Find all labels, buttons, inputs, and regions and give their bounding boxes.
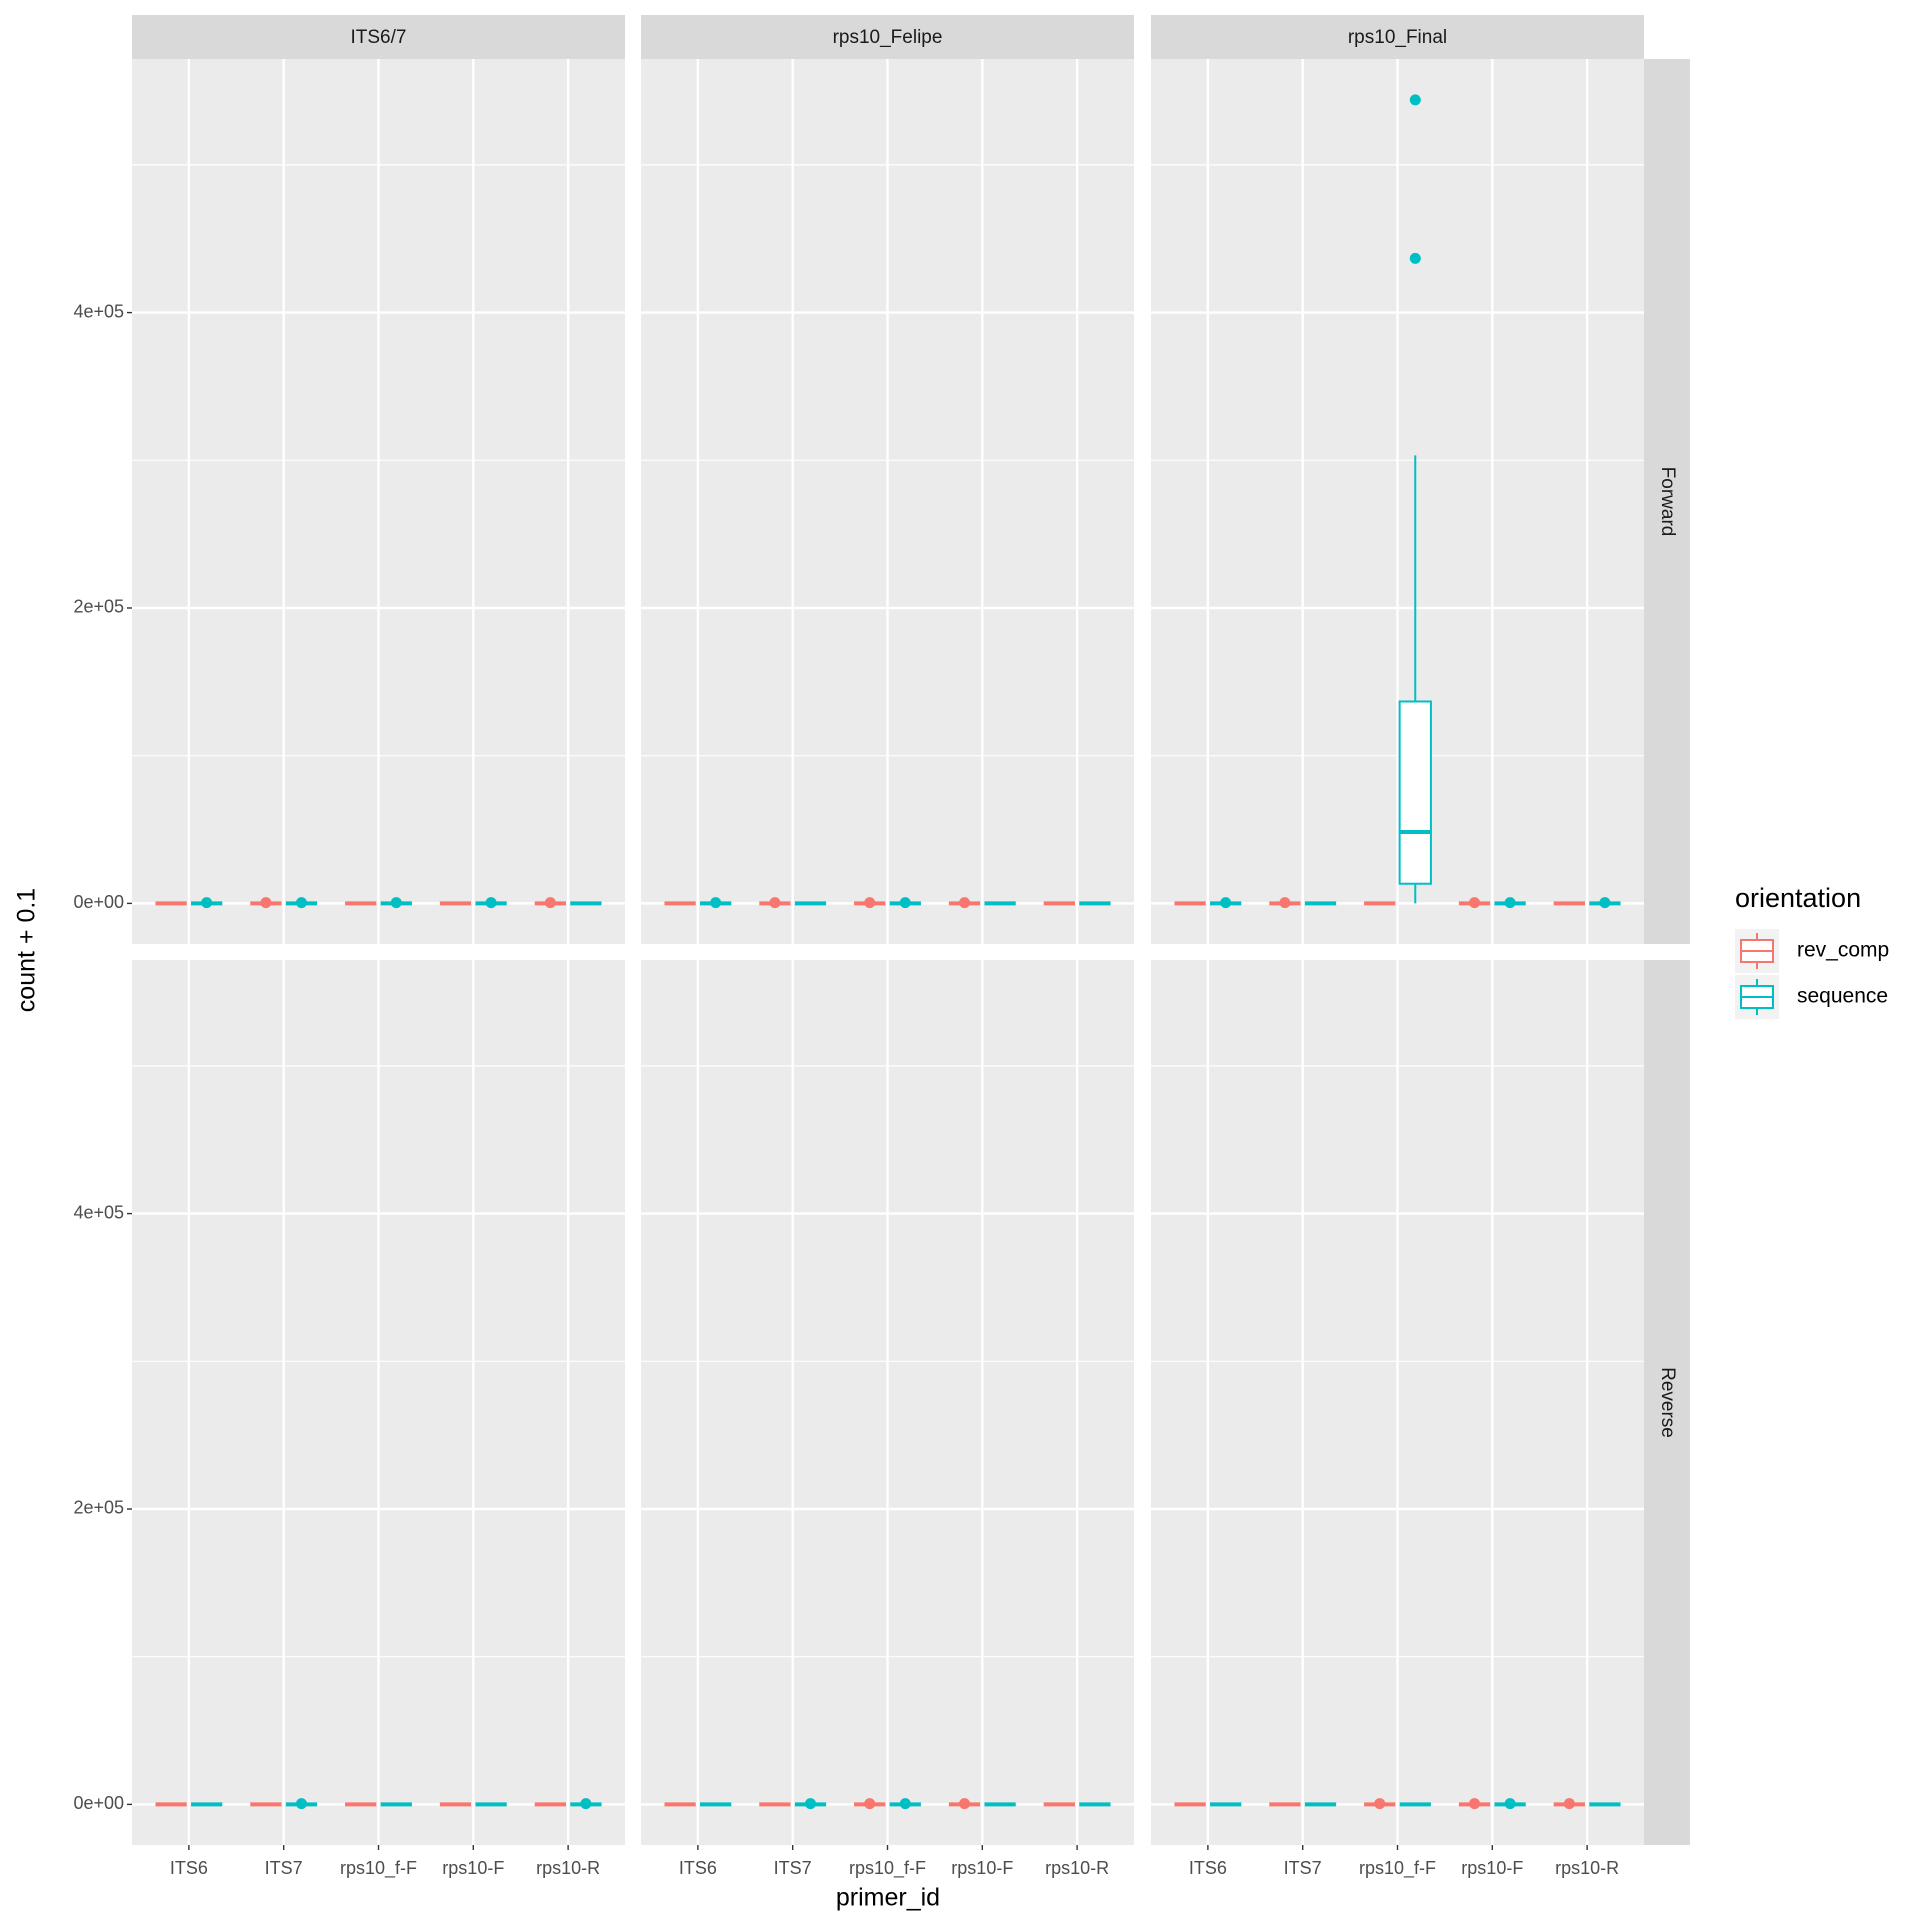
x-tick-label: rps10-F	[951, 1858, 1013, 1878]
outlier	[959, 1798, 971, 1810]
outlier	[295, 897, 307, 909]
y-axis-title: count + 0.1	[13, 888, 41, 1012]
legend-label: sequence	[1797, 985, 1888, 1008]
x-tick-label: rps10-F	[442, 1858, 504, 1878]
strip-background	[132, 15, 625, 59]
outlier	[1504, 897, 1516, 909]
x-tick-label: ITS6	[679, 1858, 717, 1878]
x-tick-label: rps10_f-F	[1359, 1858, 1436, 1879]
outlier	[1504, 1798, 1516, 1810]
box	[1398, 700, 1432, 885]
outlier	[1469, 897, 1481, 909]
x-axis-title: primer_id	[836, 1884, 940, 1912]
outlier	[390, 897, 402, 909]
strip-label: rps10_Felipe	[833, 27, 943, 48]
y-tick-label: 4e+05	[73, 1202, 124, 1222]
legend-label: rev_comp	[1797, 939, 1889, 962]
outlier	[1599, 897, 1611, 909]
outlier	[1220, 897, 1232, 909]
outlier	[201, 897, 213, 909]
outlier	[804, 1798, 816, 1810]
strip-background	[641, 15, 1134, 59]
x-tick-label: ITS6	[170, 1858, 208, 1878]
x-tick-label: rps10_f-F	[340, 1858, 417, 1879]
x-tick-label: rps10-R	[1555, 1858, 1619, 1878]
y-tick-label: 2e+05	[73, 597, 124, 617]
x-tick-label: ITS7	[265, 1858, 303, 1878]
strip-label: Reverse	[1657, 1367, 1678, 1438]
y-tick-label: 0e+00	[73, 892, 124, 912]
x-tick-label: rps10_f-F	[849, 1858, 926, 1879]
outlier	[260, 897, 272, 909]
x-tick-label: ITS7	[1284, 1858, 1322, 1878]
x-tick-label: rps10-F	[1461, 1858, 1523, 1878]
outlier	[710, 897, 722, 909]
y-tick-label: 0e+00	[73, 1793, 124, 1813]
x-tick-label: ITS6	[1189, 1858, 1227, 1878]
outlier	[769, 897, 781, 909]
y-tick-label: 4e+05	[73, 301, 124, 321]
strip-background	[1644, 960, 1690, 1845]
strip-label: ITS6/7	[351, 27, 407, 48]
outlier	[864, 1798, 876, 1810]
strip-background	[1151, 15, 1644, 59]
outlier	[1374, 1798, 1386, 1810]
outlier	[899, 897, 911, 909]
outlier	[485, 897, 497, 909]
x-tick-label: rps10-R	[536, 1858, 600, 1878]
outlier	[1279, 897, 1291, 909]
strip-label: rps10_Final	[1348, 27, 1447, 48]
legend-title: orientation	[1735, 883, 1861, 913]
outlier	[1563, 1798, 1575, 1810]
x-tick-label: rps10-R	[1045, 1858, 1109, 1878]
outlier	[1409, 94, 1421, 106]
outlier	[959, 897, 971, 909]
outlier	[899, 1798, 911, 1810]
outlier	[1409, 252, 1421, 264]
outlier	[544, 897, 556, 909]
outlier	[864, 897, 876, 909]
outlier	[295, 1798, 307, 1810]
x-tick-label: ITS7	[774, 1858, 812, 1878]
outlier	[580, 1798, 592, 1810]
outlier	[1469, 1798, 1481, 1810]
strip-label: Forward	[1657, 467, 1678, 537]
strip-background	[1644, 59, 1690, 944]
y-tick-label: 2e+05	[73, 1498, 124, 1518]
